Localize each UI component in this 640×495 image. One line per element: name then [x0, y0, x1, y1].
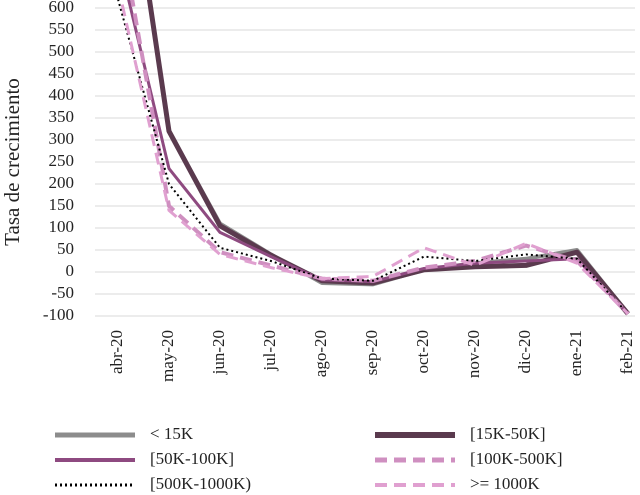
- y-tick-label: 500: [49, 41, 75, 60]
- y-tick-label: 0: [66, 261, 75, 280]
- y-tick-label: 400: [49, 85, 75, 104]
- series-line: [147, 0, 630, 316]
- x-tick-label: sep-20: [362, 330, 381, 375]
- y-tick-label: 100: [49, 217, 75, 236]
- y-tick-label: 250: [49, 151, 75, 170]
- x-tick-label: ago-20: [311, 330, 330, 377]
- legend-label: [100K-500K]: [470, 449, 563, 468]
- y-tick-label: 350: [49, 107, 75, 126]
- plot-area: [117, 0, 630, 316]
- grid: [95, 7, 635, 317]
- series-line: [117, 0, 629, 315]
- y-tick-label: 600: [49, 0, 75, 16]
- y-tick-label: 450: [49, 63, 75, 82]
- series-line: [130, 0, 630, 316]
- labels: -100 -50 0 50 100 150 200 250 300 350 400 450 500 550…: [43, 0, 636, 493]
- x-tick-label: ene-21: [566, 330, 585, 376]
- y-tick-label: 300: [49, 129, 75, 148]
- x-tick-label: feb-21: [617, 330, 636, 374]
- x-tick-label: jun-20: [209, 330, 228, 375]
- legend-label: < 15K: [150, 424, 194, 443]
- x-tick-label: abr-20: [107, 330, 126, 374]
- legend-label: [15K-50K]: [470, 424, 546, 443]
- series-line: [119, 0, 630, 315]
- x-tick-label: nov-20: [464, 330, 483, 378]
- x-tick-label: dic-20: [515, 330, 534, 373]
- series-line: [146, 0, 630, 316]
- x-tick-label: jul-20: [260, 330, 279, 372]
- series-line: [127, 0, 630, 315]
- y-tick-label: 550: [49, 19, 75, 38]
- x-tick-label: oct-20: [413, 330, 432, 373]
- y-tick-label: -50: [51, 283, 74, 302]
- legend-label: >= 1000K: [470, 474, 540, 493]
- legend-label: [500K-1000K): [150, 474, 251, 493]
- y-tick-label: 50: [57, 239, 74, 258]
- y-tick-label: 200: [49, 173, 75, 192]
- y-tick-label: -100: [43, 305, 74, 324]
- x-tick-label: may-20: [158, 330, 177, 382]
- y-axis-label: Tasa de crecimiento: [0, 78, 24, 246]
- y-tick-label: 150: [49, 195, 75, 214]
- legend-label: [50K-100K]: [150, 449, 234, 468]
